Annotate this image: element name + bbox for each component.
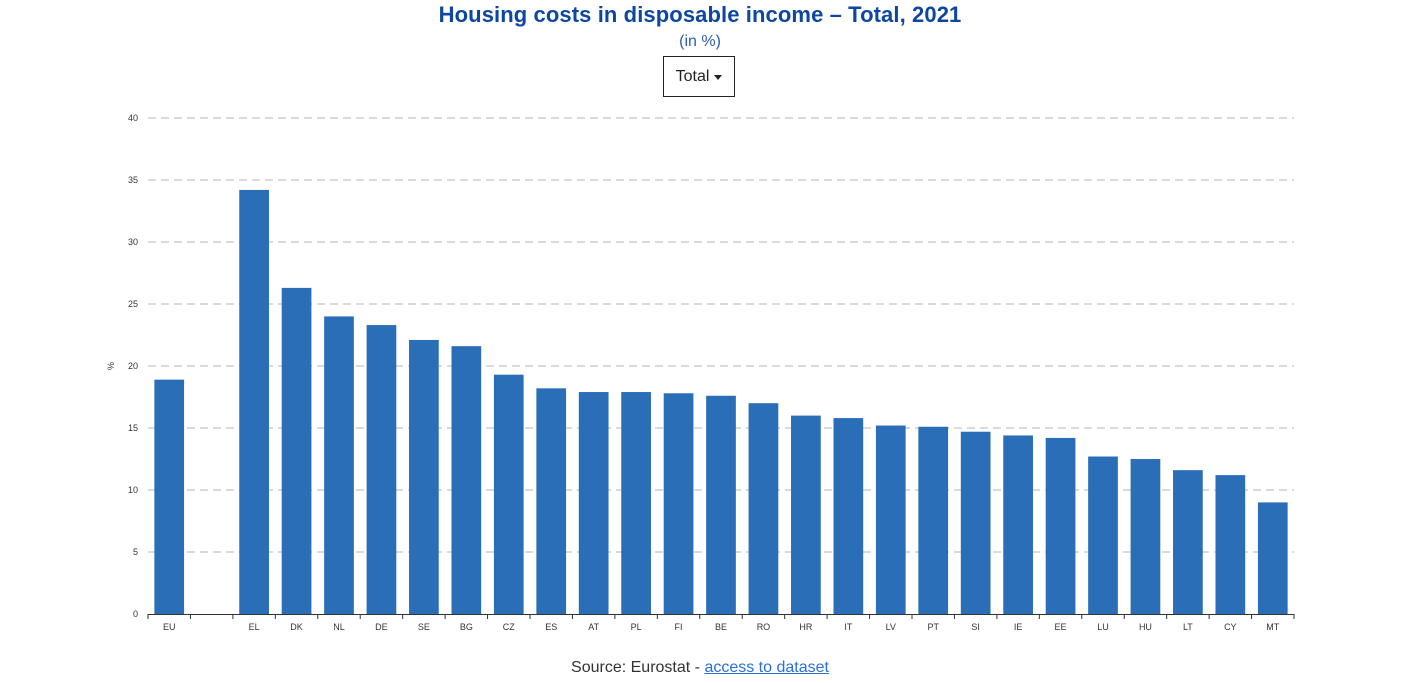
x-tick-label: NL (333, 622, 345, 632)
chart-subtitle: (in %) (679, 33, 721, 50)
bar-lt (1173, 470, 1203, 614)
x-tick-label: HR (799, 622, 812, 632)
y-tick-label: 10 (128, 485, 138, 495)
bar-ee (1045, 437, 1076, 614)
x-tick-label: DK (290, 622, 303, 632)
bar-chart: 0 5 10 15 20 25 30 35 40% EU EL DK NL DE SE BG CZ ES AT PL F… (106, 113, 1295, 632)
x-tick-label: MT (1266, 622, 1279, 632)
x-tick-label: FI (675, 622, 683, 632)
x-tick-label: CY (1224, 622, 1237, 632)
bar-el (239, 189, 269, 615)
x-tick-label: SI (971, 622, 980, 632)
bar-pt (918, 426, 949, 614)
bar-se (409, 339, 439, 614)
x-tick-label: EL (249, 622, 260, 632)
x-tick-label: IT (844, 622, 853, 632)
bar-pl (621, 392, 651, 614)
x-tick-label: RO (757, 622, 771, 632)
y-axis-title: % (106, 362, 116, 370)
x-tick-label: AT (588, 622, 599, 632)
bar-fi (663, 393, 694, 614)
x-tick-label: LU (1097, 622, 1109, 632)
bar-cz (493, 374, 524, 614)
bar-es (536, 388, 567, 614)
y-tick-label: 5 (133, 547, 138, 557)
y-tick-label: 0 (133, 609, 138, 619)
y-tick-label: 20 (128, 361, 138, 371)
bar-bg (451, 346, 482, 614)
x-tick-label: IE (1014, 622, 1023, 632)
category-dropdown[interactable]: Total (663, 56, 735, 97)
bar-be (706, 395, 736, 614)
bar-mt (1257, 502, 1288, 614)
caret-down-icon (714, 75, 723, 80)
bar-cy (1215, 475, 1246, 614)
x-tick-label: BE (715, 622, 727, 632)
y-tick-label: 25 (128, 299, 138, 309)
bar-it (833, 418, 864, 614)
bar-lv (875, 425, 906, 614)
x-tick-label: LV (886, 622, 896, 632)
bar-nl (324, 316, 354, 614)
x-tick-label: ES (545, 622, 557, 632)
source-line: Source: Eurostat - access to dataset (0, 659, 1400, 677)
dataset-link[interactable]: access to dataset (704, 659, 829, 676)
chart-title: Housing costs in disposable income – Tot… (438, 2, 962, 27)
x-tick-label: BG (460, 622, 473, 632)
bar-at (578, 392, 609, 614)
x-tick-label: EE (1055, 622, 1067, 632)
bar-dk (281, 287, 312, 614)
y-tick-label: 15 (128, 423, 138, 433)
y-tick-label: 30 (128, 237, 138, 247)
source-prefix: Source: Eurostat - (571, 659, 705, 676)
bar-lu (1088, 456, 1118, 614)
x-tick-label: HU (1139, 622, 1152, 632)
x-tick-label: PL (631, 622, 642, 632)
bar-hu (1130, 459, 1161, 614)
bar-hr (791, 415, 821, 614)
bar-de (366, 325, 397, 614)
bar-ro (748, 403, 779, 614)
bar-si (960, 431, 991, 614)
x-tick-label: CZ (503, 622, 515, 632)
x-tick-label: SE (418, 622, 430, 632)
y-tick-label: 35 (128, 175, 138, 185)
x-tick-label: PT (927, 622, 939, 632)
bar-ie (1003, 435, 1033, 614)
bar-eu (154, 379, 185, 614)
category-dropdown-label: Total (675, 67, 710, 85)
x-tick-label: DE (375, 622, 388, 632)
y-tick-label: 40 (128, 113, 138, 123)
x-tick-label: LT (1183, 622, 1193, 632)
x-tick-label: EU (163, 622, 176, 632)
